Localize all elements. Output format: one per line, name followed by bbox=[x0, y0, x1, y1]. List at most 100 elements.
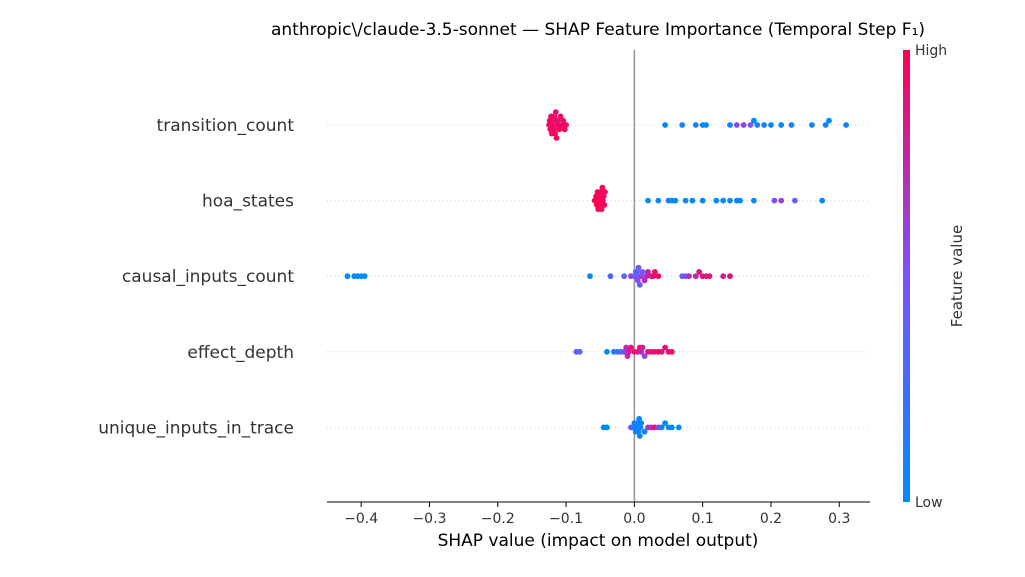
shap-point bbox=[621, 348, 627, 355]
colorbar-high-label: High bbox=[915, 43, 947, 59]
shap-point bbox=[713, 197, 720, 204]
shap-point bbox=[669, 348, 675, 355]
shap-point bbox=[740, 122, 747, 128]
x-tick-label: −0.1 bbox=[549, 511, 583, 527]
shap-point bbox=[662, 420, 668, 426]
shap-point bbox=[637, 424, 644, 431]
shap-point bbox=[560, 117, 567, 124]
shap-point bbox=[658, 424, 665, 431]
shap-point bbox=[638, 420, 645, 426]
shap-point bbox=[819, 197, 826, 204]
shap-point bbox=[706, 273, 713, 280]
x-tick-label: −0.2 bbox=[481, 511, 515, 527]
shap-point bbox=[679, 122, 686, 128]
shap-point bbox=[747, 122, 754, 128]
shap-point bbox=[826, 117, 832, 124]
shap-point bbox=[587, 273, 593, 280]
shap-point bbox=[778, 122, 785, 128]
shap-point bbox=[563, 122, 569, 128]
shap-point bbox=[641, 428, 648, 435]
shap-point bbox=[361, 273, 368, 280]
x-tick-label: 0.1 bbox=[692, 511, 714, 527]
shap-point bbox=[635, 264, 642, 271]
x-tick-label: 0.3 bbox=[828, 511, 850, 527]
shap-point bbox=[344, 273, 351, 280]
shap-point bbox=[598, 206, 605, 213]
colorbar-title: Feature value bbox=[948, 225, 966, 327]
shap-point bbox=[843, 122, 849, 128]
shap-point bbox=[621, 273, 627, 280]
shap-point bbox=[696, 269, 703, 275]
shap-point bbox=[682, 197, 689, 204]
shap-point bbox=[675, 424, 682, 431]
shap-point bbox=[672, 197, 679, 204]
shap-point bbox=[692, 122, 699, 128]
shap-point bbox=[727, 197, 733, 204]
shap-point bbox=[689, 197, 696, 204]
shap-point bbox=[636, 281, 643, 288]
shap-point bbox=[641, 277, 648, 284]
x-tick-label: −0.4 bbox=[344, 511, 378, 527]
shap-point bbox=[554, 122, 561, 128]
shap-point bbox=[604, 424, 610, 431]
shap-point bbox=[669, 424, 675, 431]
shap-point bbox=[626, 348, 632, 355]
shap-point bbox=[645, 197, 651, 204]
x-axis-label: SHAP value (impact on model output) bbox=[438, 531, 759, 551]
feature-label: unique_inputs_in_trace bbox=[98, 418, 294, 438]
shap-point bbox=[641, 353, 648, 359]
shap-point bbox=[751, 197, 757, 204]
shap-point bbox=[768, 122, 774, 128]
shap-point bbox=[639, 344, 646, 351]
shap-point bbox=[604, 348, 610, 355]
chart-title: anthropic\/claude-3.5-sonnet — SHAP Feat… bbox=[271, 20, 925, 40]
shap-point bbox=[576, 348, 583, 355]
shap-point bbox=[692, 273, 699, 280]
shap-point bbox=[737, 197, 744, 204]
shap-point bbox=[639, 269, 646, 275]
shap-point bbox=[607, 273, 614, 280]
shap-point bbox=[651, 269, 658, 275]
data-points bbox=[344, 109, 849, 439]
colorbar bbox=[903, 50, 910, 502]
shap-point bbox=[751, 117, 757, 124]
shap-point bbox=[628, 344, 634, 351]
feature-label: effect_depth bbox=[187, 343, 294, 363]
shap-point bbox=[623, 344, 630, 351]
shap-point bbox=[699, 197, 706, 204]
shap-point bbox=[771, 197, 778, 204]
shap-point bbox=[555, 117, 561, 124]
shap-point bbox=[655, 197, 662, 204]
shap-point bbox=[655, 273, 662, 280]
shap-point bbox=[720, 197, 727, 204]
x-tick-label: −0.3 bbox=[412, 511, 446, 527]
shap-point bbox=[599, 184, 606, 191]
shap-point bbox=[778, 197, 785, 204]
shap-point bbox=[634, 277, 641, 284]
shap-point bbox=[553, 135, 560, 141]
shap-point bbox=[792, 197, 798, 204]
shap-point bbox=[761, 122, 767, 128]
shap-point bbox=[658, 348, 665, 355]
feature-label: transition_count bbox=[157, 116, 295, 136]
shap-point bbox=[636, 415, 642, 422]
feature-label: causal_inputs_count bbox=[122, 267, 294, 287]
shap-point bbox=[727, 273, 733, 280]
shap-point bbox=[556, 126, 563, 133]
shap-point bbox=[822, 122, 829, 128]
shap-point bbox=[727, 122, 733, 128]
shap-point bbox=[557, 113, 564, 120]
feature-label: hoa_states bbox=[202, 192, 294, 212]
shap-point bbox=[754, 122, 761, 128]
shap-point bbox=[686, 273, 692, 280]
shap-point bbox=[788, 122, 795, 128]
shap-point bbox=[662, 344, 668, 351]
shap-point bbox=[645, 269, 651, 275]
shap-point bbox=[602, 189, 608, 195]
shap-point bbox=[601, 202, 608, 208]
shap-point bbox=[720, 273, 727, 280]
shap-point bbox=[809, 122, 815, 128]
x-tick-label: 0.0 bbox=[623, 511, 645, 527]
